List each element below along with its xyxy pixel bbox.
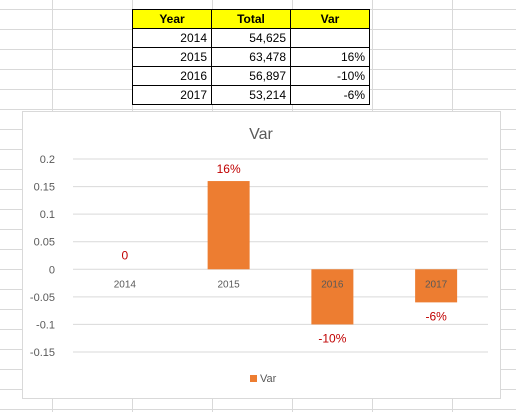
- chart-title: Var: [249, 126, 273, 143]
- table-row: 2016 56,897 -10%: [132, 66, 370, 86]
- y-tick-label: -0.15: [30, 347, 55, 359]
- y-tick-label: 0.1: [40, 209, 55, 221]
- legend[interactable]: Var: [250, 373, 277, 385]
- data-label: 0: [122, 248, 129, 262]
- y-axis-ticks: 0.2 0.15 0.1 0.05 0 -0.05 -0.1 -0.15: [30, 154, 55, 359]
- y-tick-label: 0: [49, 264, 55, 276]
- data-label: -6%: [425, 309, 447, 323]
- category-label: 2015: [218, 279, 241, 290]
- y-tick-label: 0.15: [34, 182, 55, 194]
- data-table: Year Total Var 2014 54,625 2015 63,478 1…: [132, 9, 370, 105]
- table-row: 2015 63,478 16%: [132, 47, 370, 67]
- cell-var[interactable]: -6%: [290, 85, 370, 105]
- category-label: 2014: [114, 279, 137, 290]
- y-tick-label: 0.2: [40, 154, 55, 166]
- cell-total[interactable]: 53,214: [211, 85, 291, 105]
- legend-label: Var: [260, 373, 277, 385]
- cell-year[interactable]: 2017: [132, 85, 212, 105]
- data-labels: 0 16% -10% -6%: [122, 162, 448, 345]
- gridlines: [73, 158, 488, 353]
- header-total[interactable]: Total: [211, 9, 291, 29]
- data-label: -10%: [318, 331, 346, 345]
- cell-year[interactable]: 2014: [132, 28, 212, 48]
- y-tick-label: -0.05: [30, 292, 55, 304]
- table-header-row: Year Total Var: [132, 9, 370, 29]
- bar-2015[interactable]: [207, 181, 250, 270]
- bar-2017[interactable]: [415, 269, 458, 303]
- data-label: 16%: [217, 162, 241, 176]
- bar-2016[interactable]: [311, 269, 354, 325]
- legend-swatch: [250, 375, 257, 382]
- category-label: 2016: [321, 279, 344, 290]
- bars: [207, 181, 458, 325]
- cell-total[interactable]: 56,897: [211, 66, 291, 86]
- category-labels: 2014 2015 2016 2017: [114, 279, 448, 290]
- y-tick-label: -0.1: [36, 319, 55, 331]
- cell-var[interactable]: -10%: [290, 66, 370, 86]
- table-row: 2017 53,214 -6%: [132, 85, 370, 105]
- category-label: 2017: [425, 279, 448, 290]
- cell-total[interactable]: 63,478: [211, 47, 291, 67]
- y-tick-label: 0.05: [34, 237, 55, 249]
